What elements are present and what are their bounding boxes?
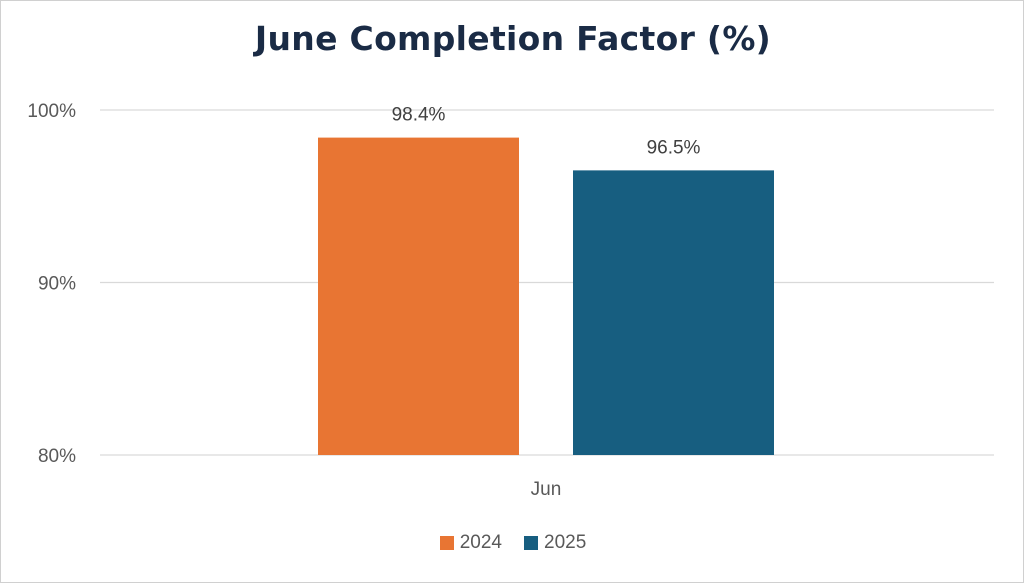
gridlines — [100, 109, 994, 456]
legend-item-2024[interactable]: 2024 — [439, 532, 502, 554]
y-axis-ticks: 80% 90% 100% — [27, 101, 76, 467]
bar-2024[interactable] — [318, 137, 519, 455]
bar-2025[interactable] — [573, 170, 774, 455]
data-labels: 98.4% 96.5% — [392, 105, 701, 159]
data-label-2024: 98.4% — [392, 105, 446, 126]
chart-title: June Completion Factor (%) — [254, 19, 772, 58]
x-tick-label-Jun: Jun — [531, 479, 562, 500]
y-tick-label-90: 90% — [38, 274, 76, 295]
y-tick-label-100: 100% — [27, 101, 76, 122]
y-tick-label-80: 80% — [38, 446, 76, 467]
x-axis-ticks: Jun — [531, 479, 562, 500]
legend-swatch-2025 — [524, 536, 538, 550]
legend-label-2025: 2025 — [544, 532, 587, 553]
data-label-2025: 96.5% — [647, 137, 701, 158]
legend: 2024 2025 — [1, 532, 1024, 554]
legend-item-2025[interactable]: 2025 — [524, 532, 586, 554]
bars — [318, 137, 774, 455]
legend-label-2024: 2024 — [459, 532, 502, 553]
legend-swatch-2024 — [439, 536, 454, 550]
